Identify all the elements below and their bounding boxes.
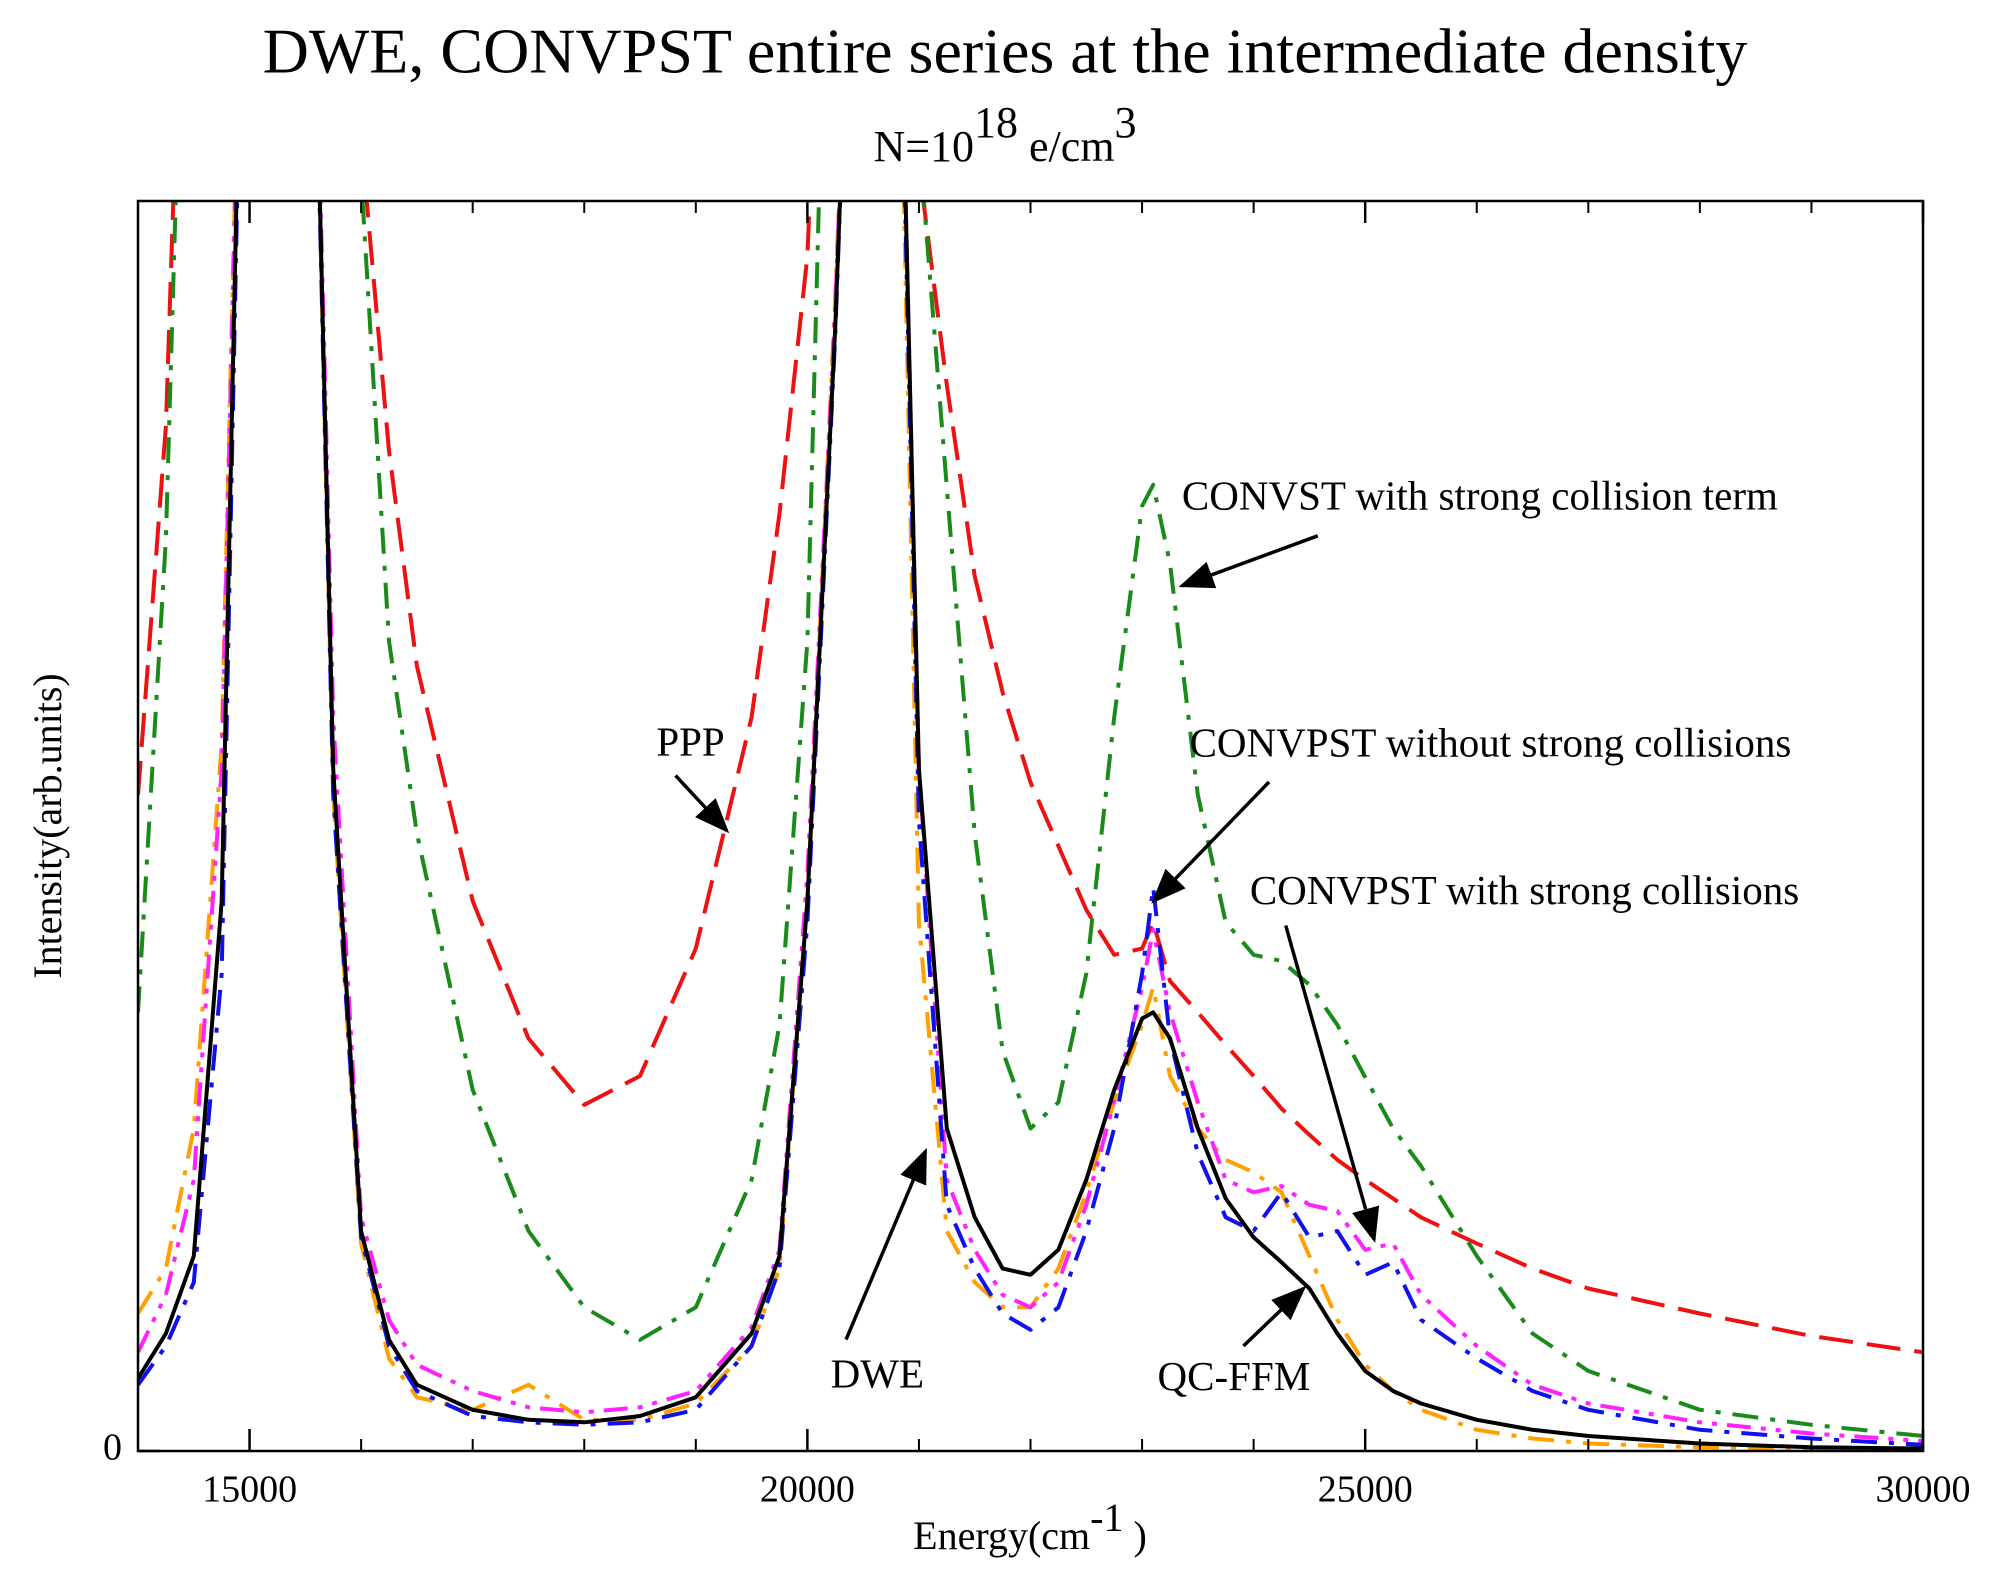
annotation-arrow (674, 774, 730, 834)
xlabel-part: ) (1123, 1513, 1146, 1558)
subtitle-sup: 18 (974, 98, 1018, 147)
x-tick-label: 15000 (202, 1469, 297, 1511)
y-tick-label: 0 (103, 1427, 122, 1469)
annotation: CONVST with strong collision term (1182, 472, 1778, 518)
plot-lines (138, 201, 1923, 1451)
xlabel-sup: -1 (1090, 1495, 1123, 1540)
chart-title: DWE, CONVPST entire series at the interm… (263, 16, 1748, 87)
series-line (138, 201, 1923, 1451)
annotation: DWE (831, 1350, 924, 1396)
annotation: QC-FFM (1158, 1353, 1311, 1399)
x-tick-label: 20000 (760, 1469, 855, 1511)
subtitle-part: N=10 (873, 122, 974, 171)
chart-subtitle: N=1018 e/cm3 (873, 98, 1136, 171)
annotation-arrow (1151, 780, 1271, 904)
subtitle-part: e/cm (1018, 122, 1115, 171)
annotation-arrow (1242, 1285, 1307, 1348)
subtitle-sup: 3 (1115, 98, 1137, 147)
y-axis-label: Intensity(arb.units) (25, 673, 70, 979)
annotation: CONVPST without strong collisions (1190, 720, 1792, 766)
xlabel-part: Energy(cm (913, 1513, 1090, 1558)
x-axis-label: Energy(cm-1 ) (913, 1495, 1147, 1558)
annotation-arrow (844, 1147, 928, 1341)
series-line (138, 201, 1923, 1438)
annotation-arrow (1178, 534, 1319, 589)
x-tick-label: 25000 (1318, 1469, 1413, 1511)
annotation: CONVPST with strong collisions (1250, 867, 1799, 913)
series-line (138, 201, 1923, 1355)
x-tick-label: 30000 (1876, 1469, 1971, 1511)
annotation: PPP (656, 718, 724, 764)
annotation-arrow (1284, 925, 1380, 1243)
